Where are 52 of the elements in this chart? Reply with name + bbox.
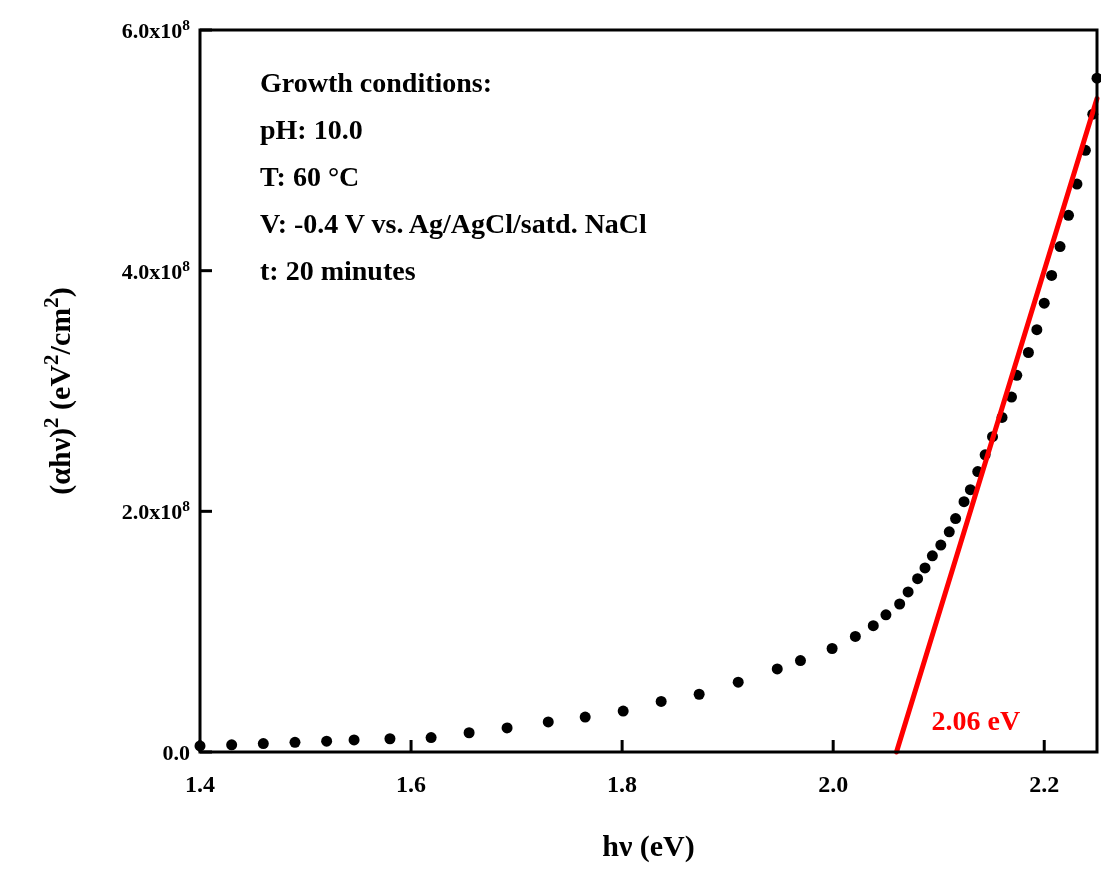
point [958, 496, 970, 508]
point [1038, 297, 1050, 309]
y-tick-label: 0.0 [162, 740, 190, 765]
annotation: t: 20 minutes [260, 255, 416, 286]
point [655, 695, 667, 707]
point [935, 539, 947, 551]
point [257, 738, 269, 750]
point [384, 733, 396, 745]
point [226, 739, 238, 751]
annotation: pH: 10.0 [260, 114, 363, 145]
point [912, 573, 924, 585]
point [950, 513, 962, 525]
point [926, 550, 938, 562]
point [1054, 241, 1066, 253]
x-axis-title: hν (eV) [602, 829, 695, 863]
x-tick-label: 1.4 [185, 771, 215, 797]
annotation: Growth conditions: [260, 67, 493, 98]
point [425, 732, 437, 744]
point [826, 643, 838, 655]
annotation: V: -0.4 V vs. Ag/AgCl/satd. NaCl [260, 208, 648, 239]
x-tick-label: 2.0 [818, 771, 849, 797]
series-label: 2.06 eV [931, 705, 1021, 736]
point [348, 734, 360, 746]
point [617, 705, 629, 717]
x-tick-label: 1.8 [607, 771, 638, 797]
point [849, 630, 861, 642]
point [1022, 346, 1034, 358]
y-tick-label: 4.0x10$^{8}$ [121, 256, 191, 284]
point [321, 735, 333, 747]
point [579, 711, 591, 723]
point [867, 620, 879, 632]
annotation: T: 60 °C [260, 161, 360, 192]
point [542, 716, 554, 728]
point [894, 598, 906, 610]
x-tick-label: 1.6 [396, 771, 427, 797]
point [794, 655, 806, 667]
point [1031, 324, 1043, 336]
point [902, 586, 914, 598]
point [880, 609, 892, 621]
point [463, 727, 475, 739]
point [1046, 269, 1058, 281]
point [693, 688, 705, 700]
x-tick-label: 2.2 [1029, 771, 1060, 797]
point [919, 562, 931, 574]
point [1063, 209, 1075, 221]
point [732, 676, 744, 688]
point [501, 722, 513, 734]
point [943, 526, 955, 538]
point [289, 736, 301, 748]
y-tick-label: 2.0x10$^{8}$ [121, 496, 191, 525]
point [771, 663, 783, 675]
y-tick-label: 6.0x10$^{8}$ [121, 15, 191, 43]
